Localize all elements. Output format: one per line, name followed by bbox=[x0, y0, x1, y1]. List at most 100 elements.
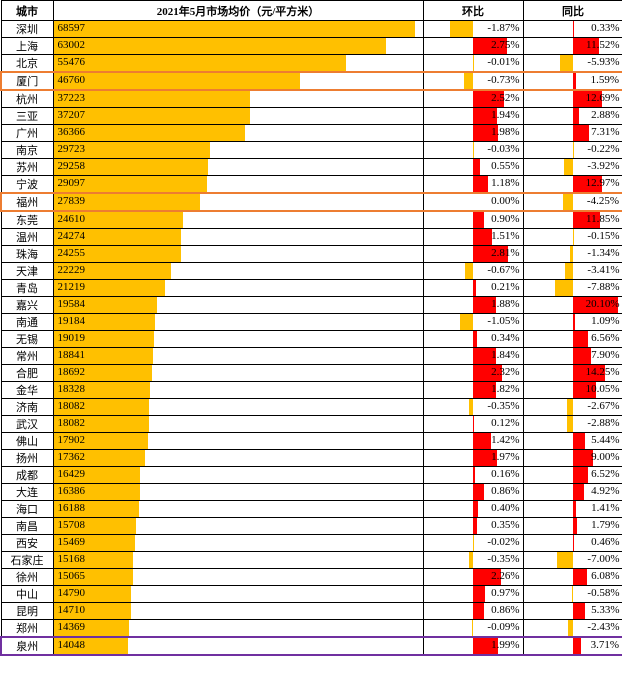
price-label: 19584 bbox=[58, 298, 86, 310]
mom-bar bbox=[450, 21, 473, 37]
mom-label: 1.94% bbox=[491, 109, 519, 121]
mom-bar bbox=[473, 433, 491, 449]
mom-cell: 2.75% bbox=[423, 38, 523, 55]
mom-label: 1.18% bbox=[491, 177, 519, 189]
header-city: 城市 bbox=[1, 1, 53, 21]
yoy-label: -0.15% bbox=[587, 230, 619, 242]
mom-bar bbox=[473, 159, 480, 175]
mom-cell: 0.12% bbox=[423, 416, 523, 433]
city-cell: 广州 bbox=[1, 125, 53, 142]
mom-label: 1.42% bbox=[491, 434, 519, 446]
mom-cell: 0.86% bbox=[423, 484, 523, 501]
price-label: 14369 bbox=[58, 621, 86, 633]
price-cell: 19019 bbox=[53, 331, 423, 348]
mom-bar bbox=[472, 620, 473, 636]
yoy-cell: -7.00% bbox=[523, 552, 622, 569]
yoy-label: 4.92% bbox=[591, 485, 619, 497]
yoy-cell: -2.67% bbox=[523, 399, 622, 416]
city-cell: 常州 bbox=[1, 348, 53, 365]
yoy-label: -2.67% bbox=[587, 400, 619, 412]
price-cell: 14790 bbox=[53, 586, 423, 603]
mom-label: 2.75% bbox=[491, 39, 519, 51]
price-cell: 18841 bbox=[53, 348, 423, 365]
yoy-cell: 2.88% bbox=[523, 108, 622, 125]
table-row: 常州188411.84%7.90% bbox=[1, 348, 622, 365]
price-label: 29723 bbox=[58, 143, 86, 155]
yoy-cell: 12.69% bbox=[523, 90, 622, 108]
city-cell: 合肥 bbox=[1, 365, 53, 382]
mom-cell: 0.40% bbox=[423, 501, 523, 518]
yoy-label: -7.00% bbox=[587, 553, 619, 565]
mom-cell: 2.32% bbox=[423, 365, 523, 382]
mom-label: 0.97% bbox=[491, 587, 519, 599]
header-row: 城市 2021年5月市场均价（元/平方米） 环比 同比 bbox=[1, 1, 622, 21]
table-row: 杭州372232.52%12.69% bbox=[1, 90, 622, 108]
mom-label: -0.35% bbox=[487, 400, 519, 412]
city-cell: 上海 bbox=[1, 38, 53, 55]
table-row: 厦门46760-0.73%1.59% bbox=[1, 72, 622, 90]
table-row: 嘉兴195841.88%20.10% bbox=[1, 297, 622, 314]
city-cell: 石家庄 bbox=[1, 552, 53, 569]
table-row: 南通19184-1.05%1.09% bbox=[1, 314, 622, 331]
mom-cell: 0.21% bbox=[423, 280, 523, 297]
mom-cell: -0.35% bbox=[423, 552, 523, 569]
yoy-cell: -3.41% bbox=[523, 263, 622, 280]
mom-cell: 2.81% bbox=[423, 246, 523, 263]
yoy-label: 1.79% bbox=[591, 519, 619, 531]
price-cell: 37223 bbox=[53, 90, 423, 108]
yoy-bar bbox=[573, 569, 587, 585]
price-cell: 29258 bbox=[53, 159, 423, 176]
yoy-bar bbox=[573, 518, 577, 534]
yoy-cell: -3.92% bbox=[523, 159, 622, 176]
price-label: 18328 bbox=[58, 383, 86, 395]
mom-label: -0.09% bbox=[487, 621, 519, 633]
city-cell: 海口 bbox=[1, 501, 53, 518]
mom-cell: 1.97% bbox=[423, 450, 523, 467]
city-cell: 佛山 bbox=[1, 433, 53, 450]
price-cell: 15168 bbox=[53, 552, 423, 569]
header-mom: 环比 bbox=[423, 1, 523, 21]
mom-label: 1.51% bbox=[491, 230, 519, 242]
mom-bar bbox=[473, 467, 475, 483]
yoy-label: 3.71% bbox=[591, 639, 619, 651]
table-row: 佛山179021.42%5.44% bbox=[1, 433, 622, 450]
yoy-cell: -0.22% bbox=[523, 142, 622, 159]
yoy-label: 7.31% bbox=[591, 126, 619, 138]
price-label: 46760 bbox=[58, 74, 86, 86]
yoy-cell: 12.97% bbox=[523, 176, 622, 194]
price-cell: 24610 bbox=[53, 211, 423, 229]
price-label: 16386 bbox=[58, 485, 86, 497]
yoy-label: 6.08% bbox=[591, 570, 619, 582]
table-row: 郑州14369-0.09%-2.43% bbox=[1, 620, 622, 638]
price-label: 18082 bbox=[58, 400, 86, 412]
table-row: 大连163860.86%4.92% bbox=[1, 484, 622, 501]
yoy-label: -4.25% bbox=[587, 195, 619, 207]
mom-bar bbox=[473, 280, 476, 296]
mom-cell: -0.67% bbox=[423, 263, 523, 280]
price-cell: 29723 bbox=[53, 142, 423, 159]
yoy-bar bbox=[573, 433, 585, 449]
table-row: 泉州140481.99%3.71% bbox=[1, 637, 622, 655]
yoy-cell: -7.88% bbox=[523, 280, 622, 297]
yoy-label: -3.92% bbox=[587, 160, 619, 172]
yoy-cell: -5.93% bbox=[523, 55, 622, 73]
price-label: 29097 bbox=[58, 177, 86, 189]
table-row: 三亚372071.94%2.88% bbox=[1, 108, 622, 125]
mom-cell: -1.87% bbox=[423, 21, 523, 38]
price-label: 37207 bbox=[58, 109, 86, 121]
mom-label: -0.67% bbox=[487, 264, 519, 276]
price-cell: 15469 bbox=[53, 535, 423, 552]
table-row: 深圳68597-1.87%0.33% bbox=[1, 21, 622, 38]
table-row: 上海630022.75%11.52% bbox=[1, 38, 622, 55]
price-bar bbox=[54, 73, 300, 89]
city-cell: 深圳 bbox=[1, 21, 53, 38]
price-cell: 19184 bbox=[53, 314, 423, 331]
yoy-cell: 6.56% bbox=[523, 331, 622, 348]
mom-cell: 0.90% bbox=[423, 211, 523, 229]
yoy-bar bbox=[563, 194, 573, 210]
mom-label: 0.90% bbox=[491, 213, 519, 225]
mom-bar bbox=[473, 484, 484, 500]
yoy-bar bbox=[573, 638, 581, 654]
table-row: 北京55476-0.01%-5.93% bbox=[1, 55, 622, 73]
yoy-bar bbox=[573, 467, 588, 483]
